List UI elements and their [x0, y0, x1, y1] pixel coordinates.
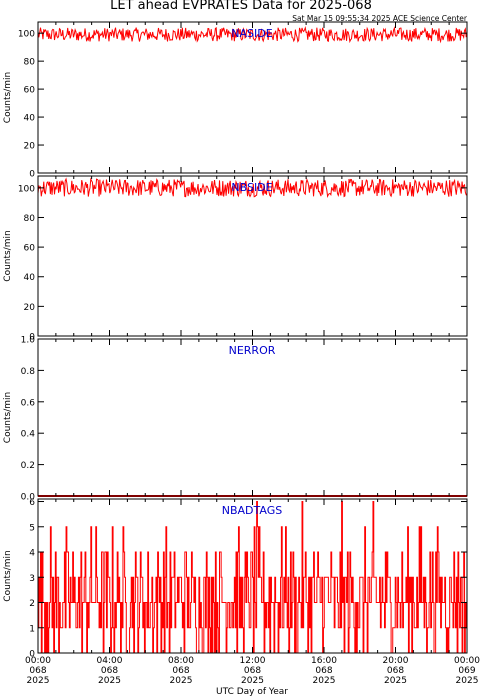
y-tick-label: 40	[24, 273, 36, 283]
y-tick-label: 0.8	[21, 367, 36, 377]
y-tick-label: 1.0	[21, 336, 36, 346]
y-tick-label: 0	[29, 333, 35, 343]
x-tick-label-line: 2025	[98, 676, 121, 686]
y-tick-label: 0	[29, 170, 35, 180]
chart-timestamp: Sat Mar 15 09:55:34 2025 ACE Science Cen…	[292, 14, 468, 23]
y-tick-label: 0.0	[21, 493, 36, 503]
x-axis-label: UTC Day of Year	[216, 687, 288, 697]
x-tick-label-line: 20:00	[383, 656, 409, 666]
series-line-naside	[37, 25, 468, 44]
x-tick-label-line: 2025	[241, 676, 264, 686]
y-tick-label: 5	[29, 523, 35, 533]
series-line-nbadtags	[38, 501, 468, 654]
y-tick-label: 20	[24, 303, 36, 313]
chart-title: LET ahead EVPRATES Data for 2025-068	[110, 0, 372, 13]
x-tick-label-line: 16:00	[311, 656, 337, 666]
panel-4: 0 1 2 3 4 5 6 Counts/min NBADTAGS	[3, 498, 468, 660]
panel-frame	[37, 21, 468, 174]
panel-3: 0.0 0.2 0.4 0.6 0.8 1.0 Counts/min NERROR	[3, 336, 468, 503]
y-tick-label: 80	[24, 214, 36, 224]
panel-label-nbside: NBSIDE	[231, 181, 272, 194]
x-tick-label-line: 2025	[313, 676, 336, 686]
panel-2: 0 20 40 60 80 100 Counts/min NBSIDE	[3, 175, 468, 343]
y-tick-label: 6	[29, 498, 35, 508]
chart-panels: 020406080100Counts/minNASIDE020406080100…	[3, 21, 480, 686]
y-tick-label: 40	[24, 114, 36, 124]
x-tick-label-line: 2025	[170, 676, 193, 686]
panel-label-nerror: NERROR	[229, 344, 276, 357]
x-tick-label-line: 2025	[27, 676, 50, 686]
x-tick-label-line: 00:00	[25, 656, 51, 666]
y-tick-label: 2	[29, 599, 35, 609]
y-axis-label: Counts/min	[3, 72, 13, 123]
panel-frame	[37, 338, 468, 497]
x-tick-label-line: 069	[458, 666, 475, 676]
x-tick-label-line: 2025	[456, 676, 479, 686]
y-tick-label: 0	[29, 650, 35, 660]
x-tick-label-line: 068	[101, 666, 118, 676]
x-tick-label-line: 068	[387, 666, 404, 676]
x-tick-label-line: 12:00	[240, 656, 266, 666]
panel-1: 0 20 40 60 80 100 Counts/min NASIDE	[3, 21, 468, 180]
y-tick-label: 60	[24, 86, 36, 96]
y-tick-label: 0.6	[21, 398, 36, 408]
y-tick-label: 1	[29, 624, 35, 634]
x-tick-label-line: 04:00	[97, 656, 123, 666]
y-tick-label: 0.2	[21, 461, 35, 471]
y-tick-label: 20	[24, 142, 36, 152]
x-tick-label-line: 08:00	[168, 656, 194, 666]
x-tick-label-line: 068	[29, 666, 46, 676]
y-axis-label: Counts/min	[3, 230, 13, 281]
y-tick-label: 3	[29, 574, 35, 584]
x-tick-label-line: 068	[172, 666, 189, 676]
x-tick-label-line: 068	[244, 666, 261, 676]
x-tick-label-line: 068	[315, 666, 332, 676]
y-axis-label: Counts/min	[3, 392, 13, 443]
series-line-nbside	[37, 177, 468, 199]
y-tick-label: 4	[29, 549, 35, 559]
y-tick-label: 80	[24, 58, 36, 68]
panel-label-naside: NASIDE	[231, 27, 272, 40]
y-tick-label: 100	[18, 184, 35, 194]
y-tick-label: 0.4	[21, 430, 36, 440]
y-tick-label: 60	[24, 244, 36, 254]
x-tick-label-line: 2025	[384, 676, 407, 686]
panel-frame	[37, 175, 468, 337]
y-tick-label: 100	[18, 30, 35, 40]
panel-label-nbadtags: NBADTAGS	[222, 504, 282, 517]
x-tick-label-line: 00:00	[454, 656, 480, 666]
y-axis-label: Counts/min	[3, 550, 13, 601]
